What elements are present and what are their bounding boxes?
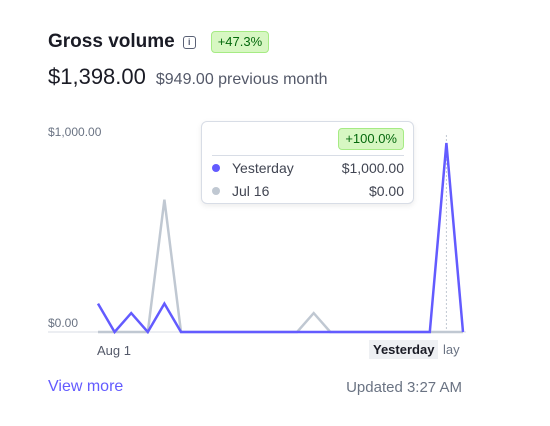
tooltip-row-current: Yesterday $1,000.00 — [212, 160, 404, 176]
x-tick-label-highlight: Yesterday — [369, 340, 439, 359]
card-title: Gross volume — [48, 31, 175, 52]
current-amount: $1,398.00 — [48, 64, 146, 89]
card-header: Gross volume i +47.3% — [48, 31, 270, 53]
y-tick-label-max: $1,000.00 — [48, 125, 102, 139]
y-tick-label-zero: $0.00 — [48, 316, 79, 330]
view-more-link[interactable]: View more — [48, 378, 124, 395]
series-line-current — [96, 142, 465, 335]
series-dot-current — [212, 164, 220, 172]
tooltip-row-label: Yesterday — [232, 160, 294, 176]
tooltip-change-badge: +100.0% — [338, 128, 404, 150]
tooltip-row-previous: Jul 16 $0.00 — [212, 183, 404, 199]
x-tick-label-start: Aug 1 — [97, 343, 131, 358]
tooltip-row-value: $0.00 — [368, 183, 404, 199]
series-line-previous — [98, 199, 463, 334]
amount-summary: $1,398.00 $949.00 previous month — [48, 64, 328, 90]
updated-status: Updated 3:27 AM — [346, 379, 462, 396]
change-badge: +47.3% — [210, 31, 270, 53]
tooltip-divider — [212, 155, 404, 156]
chart-tooltip: +100.0% Yesterday $1,000.00 Jul 16 $0.00 — [201, 121, 414, 204]
info-icon[interactable]: i — [182, 35, 196, 49]
tooltip-row-label: Jul 16 — [232, 183, 270, 199]
series-dot-previous — [212, 187, 220, 195]
tooltip-row-value: $1,000.00 — [341, 160, 404, 176]
x-tick-label-end: lay — [443, 342, 460, 357]
previous-amount: $949.00 previous month — [155, 71, 328, 88]
